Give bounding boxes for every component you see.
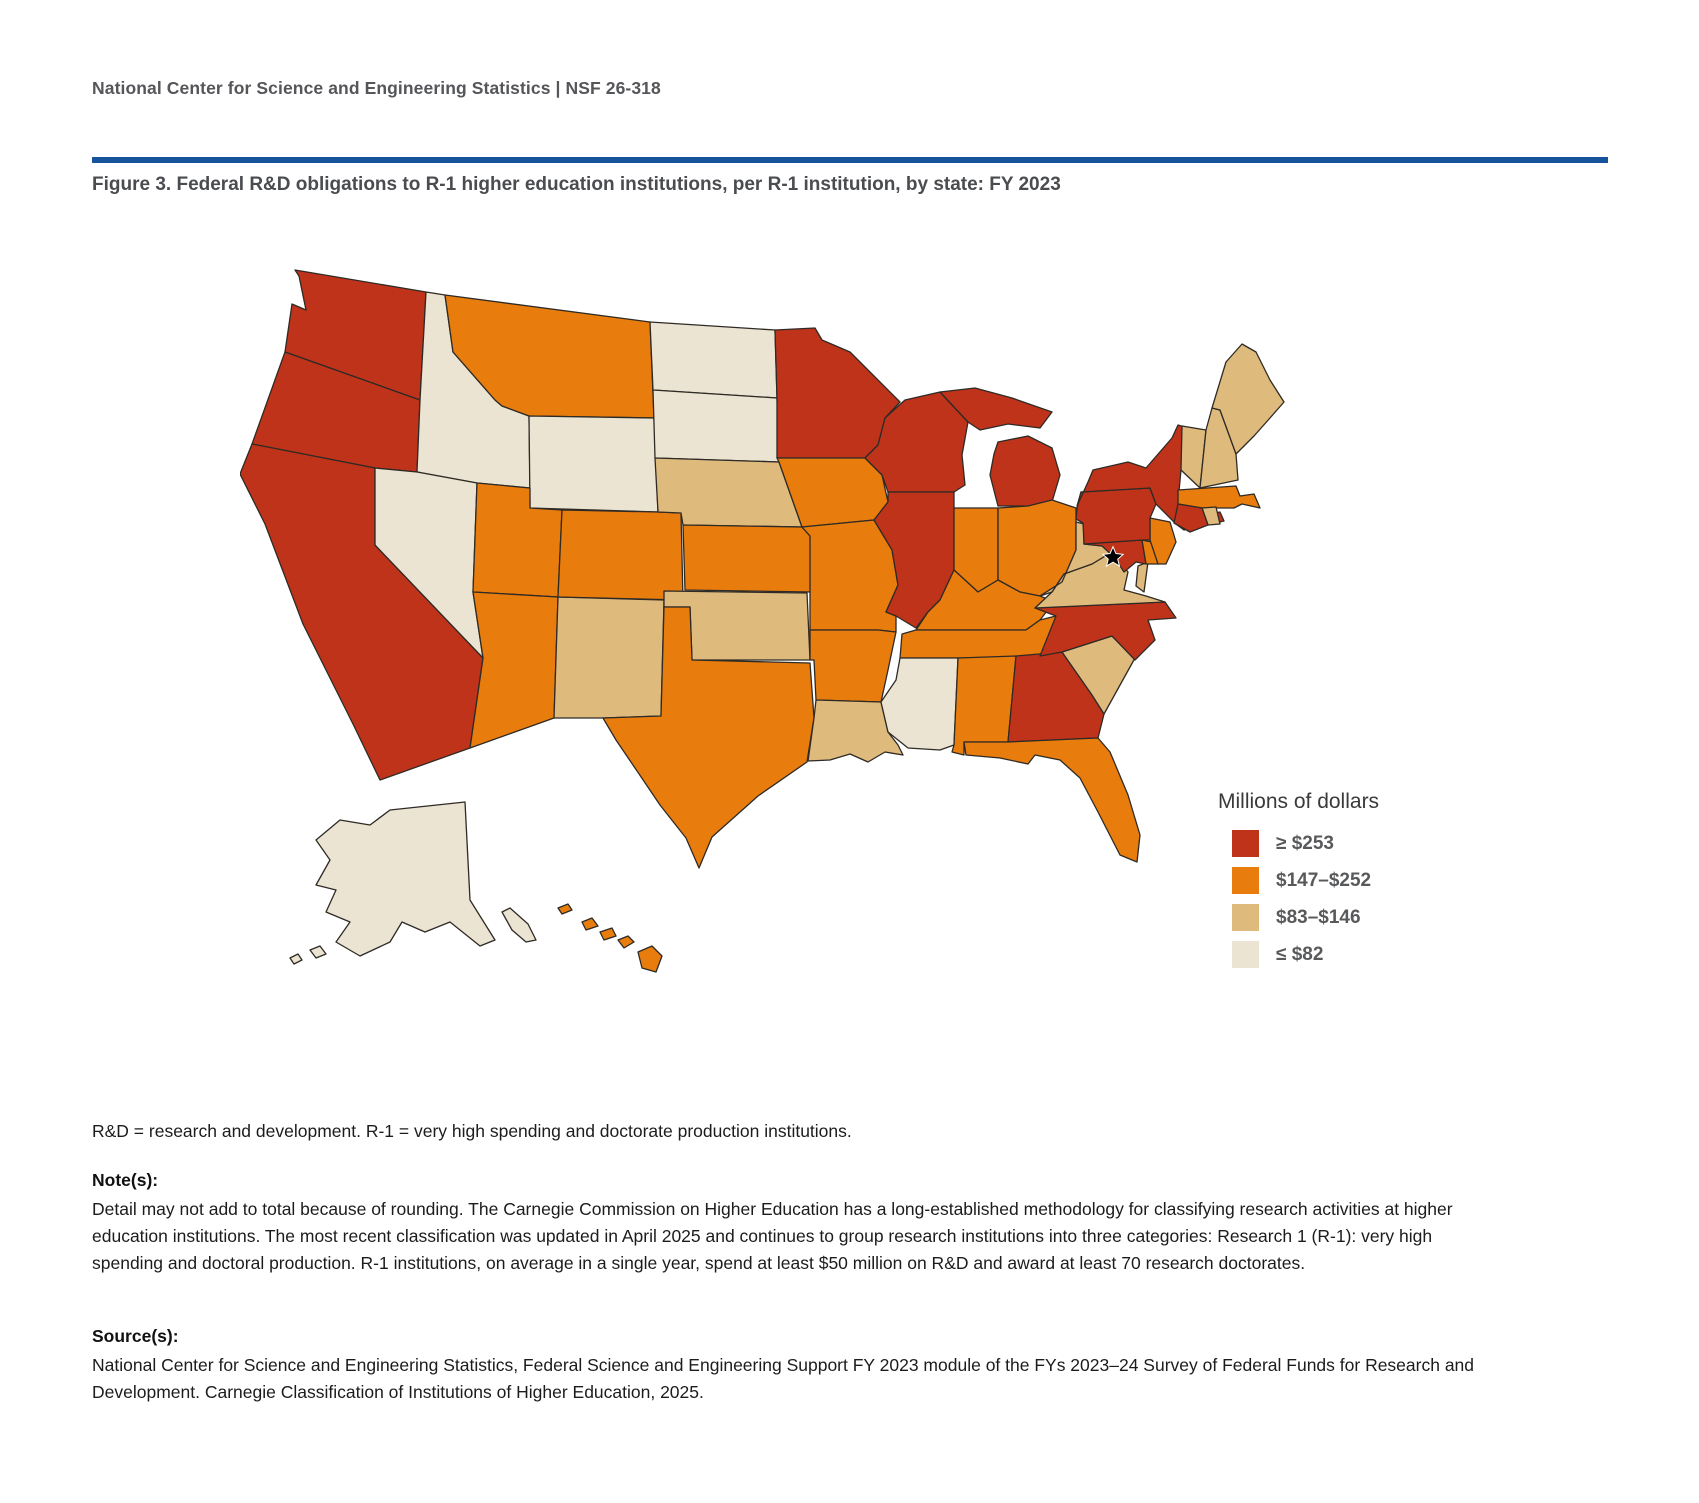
state-fl <box>963 737 1141 863</box>
state-al <box>951 655 1017 756</box>
state-sd <box>652 389 780 463</box>
map-legend: Millions of dollars ≥ $253 $147–$252 $83… <box>1218 790 1548 978</box>
state-wy <box>528 415 659 513</box>
state-ak <box>289 801 537 965</box>
state-nm <box>553 596 665 719</box>
legend-swatch-83-146 <box>1232 904 1259 931</box>
legend-item: $83–$146 <box>1232 904 1548 931</box>
legend-label: ≥ $253 <box>1276 832 1334 854</box>
legend-item: $147–$252 <box>1232 867 1548 894</box>
legend-label: $147–$252 <box>1276 869 1372 891</box>
legend-item: ≥ $253 <box>1232 830 1548 857</box>
legend-label: $83–$146 <box>1276 906 1361 928</box>
legend-swatch-lte-82 <box>1232 941 1259 968</box>
state-tx <box>602 606 815 869</box>
state-me <box>1211 343 1285 455</box>
state-wi <box>864 391 969 493</box>
header-divider-rule <box>92 157 1608 163</box>
state-az <box>469 591 559 749</box>
figure-title: Figure 3. Federal R&D obligations to R-1… <box>92 174 1061 195</box>
state-ar <box>809 629 897 703</box>
state-ma <box>1177 485 1261 509</box>
abbreviation-footnote: R&D = research and development. R-1 = ve… <box>92 1121 852 1141</box>
state-ms <box>880 657 959 751</box>
state-ct <box>1173 503 1209 533</box>
us-choropleth-map <box>240 269 1285 973</box>
dc-star-icon <box>1101 545 1125 568</box>
legend-swatch-gte-253 <box>1232 830 1259 857</box>
state-co <box>557 509 684 601</box>
state-ks <box>682 524 813 593</box>
state-pa <box>1075 487 1157 545</box>
state-hi <box>557 903 663 973</box>
source-body: National Center for Science and Engineer… <box>92 1355 1475 1402</box>
state-nd <box>649 321 778 399</box>
state-nc <box>1034 601 1177 661</box>
legend-title: Millions of dollars <box>1218 790 1380 813</box>
notes-heading: Note(s): <box>92 1170 159 1190</box>
report-header: National Center for Science and Engineer… <box>92 78 661 98</box>
source-heading: Source(s): <box>92 1326 179 1346</box>
notes-body: Detail may not add to total because of r… <box>92 1199 1453 1273</box>
legend-swatch-147-252 <box>1232 867 1259 894</box>
legend-item: ≤ $82 <box>1232 941 1548 968</box>
legend-label: ≤ $82 <box>1276 943 1324 965</box>
us-choropleth-map-container <box>240 240 1310 1020</box>
